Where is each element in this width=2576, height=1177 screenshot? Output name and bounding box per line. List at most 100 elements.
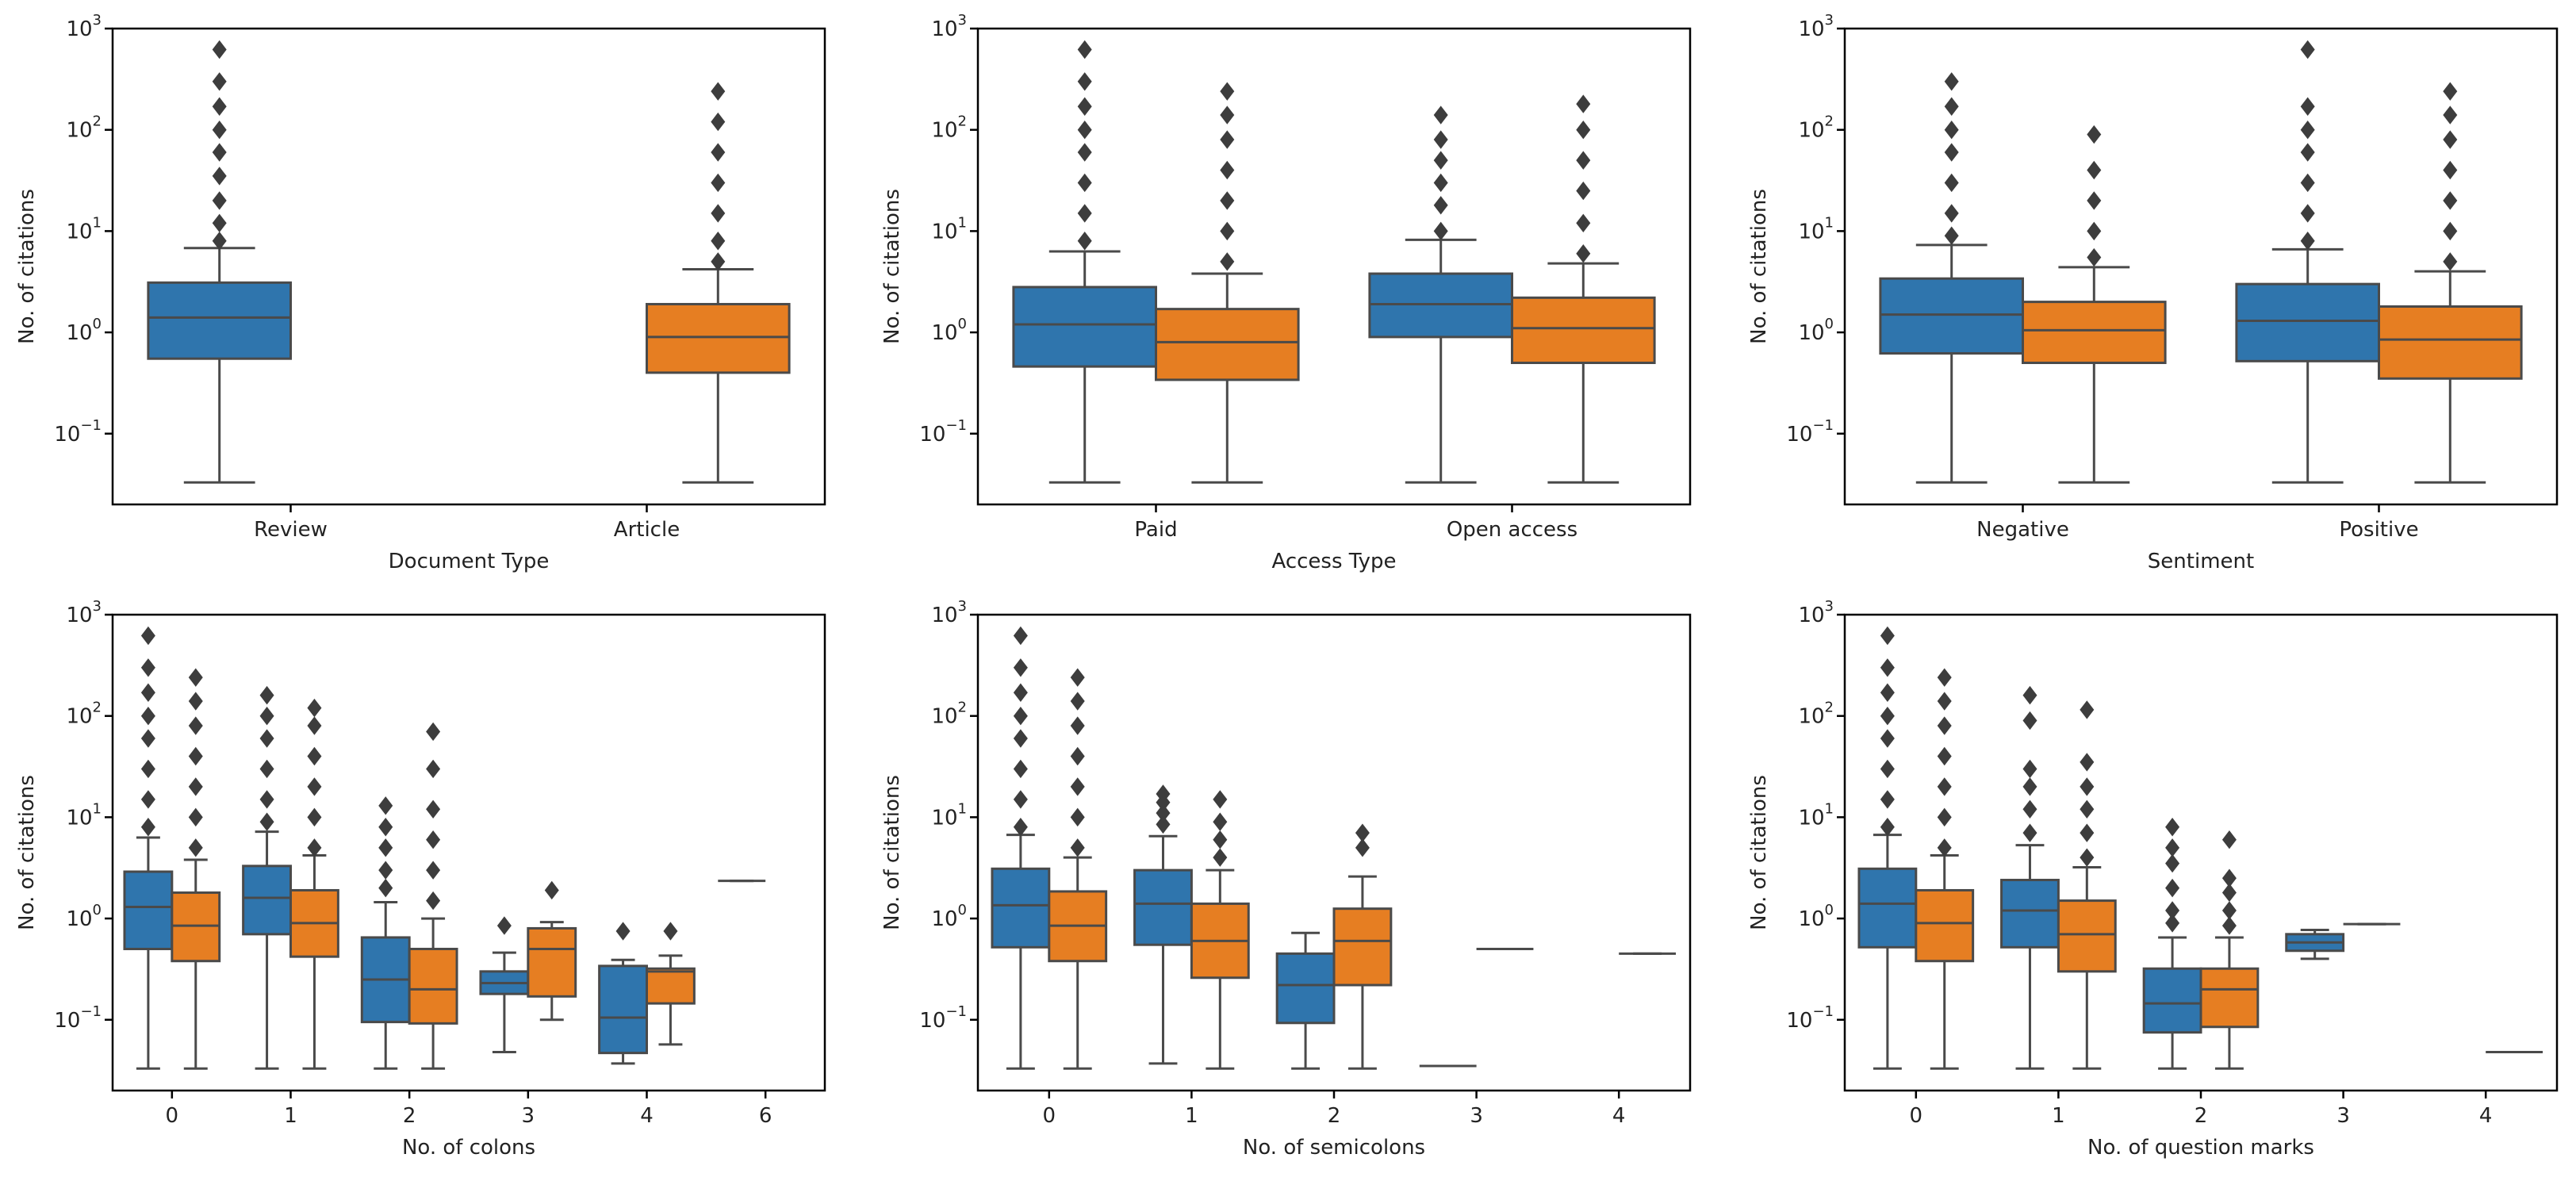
box-body [123, 870, 174, 951]
box-body [1133, 868, 1193, 946]
outlier-marker [615, 922, 631, 941]
outlier-marker [307, 838, 322, 857]
x-axis-label: Document Type [389, 550, 550, 573]
x-tick-label: 4 [2479, 1104, 2493, 1128]
outlier-marker [2300, 97, 2315, 116]
box-3-series-1 [2285, 929, 2345, 960]
box-Negative-series-2 [2022, 125, 2167, 484]
y-tick-label: 103 [66, 12, 102, 41]
box-1-series-1 [1133, 784, 1193, 1065]
outlier-marker [2300, 40, 2315, 59]
outlier-marker [1944, 72, 1959, 91]
outlier-marker [1013, 706, 1028, 726]
x-axis-label: No. of question marks [2087, 1136, 2314, 1160]
outlier-marker [259, 706, 274, 726]
outlier-marker [1880, 818, 1895, 837]
outlier-marker [307, 716, 322, 735]
y-tick-label: 10−1 [919, 417, 967, 447]
x-axis-label: Access Type [1272, 550, 1397, 573]
box-4-series-1 [598, 922, 649, 1065]
outlier-marker [1220, 130, 1235, 149]
outlier-marker [1355, 838, 1370, 857]
x-axis-label: No. of colons [402, 1136, 535, 1160]
axes-frame [111, 613, 826, 1092]
outlier-marker [2087, 191, 2102, 210]
outlier-marker [1937, 716, 1952, 735]
outlier-marker [188, 692, 203, 711]
box-1-series-2 [2057, 700, 2117, 1070]
outlier-marker [2300, 204, 2315, 223]
outlier-marker [212, 191, 227, 210]
y-tick-label: 102 [66, 113, 102, 143]
box-body [991, 867, 1051, 949]
outlier-marker [259, 729, 274, 748]
outlier-marker [663, 922, 678, 941]
y-axis-label: No. of citations [1747, 775, 1771, 930]
outlier-marker [2165, 878, 2180, 898]
outlier-marker [426, 759, 441, 779]
outlier-marker [2087, 221, 2102, 241]
outlier-marker [2165, 901, 2180, 920]
box-2-series-2 [408, 722, 458, 1070]
outlier-marker [1013, 818, 1028, 837]
x-tick-label: Positive [2339, 518, 2418, 542]
x-tick-label: 2 [1328, 1104, 1341, 1128]
outlier-marker [378, 796, 393, 815]
x-axis-label: Sentiment [2148, 550, 2254, 573]
y-tick-label: 10−1 [919, 1003, 967, 1033]
outlier-marker [1077, 40, 1092, 59]
outlier-marker [1944, 97, 1959, 116]
y-tick-label: 102 [66, 700, 102, 729]
outlier-marker [378, 861, 393, 880]
y-tick-label: 103 [931, 12, 967, 41]
outlier-marker [2300, 120, 2315, 140]
outlier-marker [1070, 692, 1085, 711]
outlier-marker [2080, 848, 2095, 867]
outlier-marker [1213, 830, 1228, 849]
x-tick-label: 4 [640, 1104, 654, 1128]
box-body [598, 964, 649, 1055]
outlier-marker [1070, 746, 1085, 766]
outlier-marker [1013, 683, 1028, 702]
outlier-marker [259, 685, 274, 705]
box-0-series-1 [123, 626, 174, 1070]
x-tick-label: 1 [1185, 1104, 1198, 1128]
box-Negative-series-1 [1879, 72, 2024, 484]
box-Paid-series-2 [1155, 82, 1300, 484]
outlier-marker [188, 807, 203, 827]
outlier-marker [212, 97, 227, 116]
outlier-marker [1077, 97, 1092, 116]
x-tick-label: 0 [1043, 1104, 1056, 1128]
outlier-marker [2080, 700, 2095, 719]
outlier-marker [2221, 883, 2237, 903]
outlier-marker [1220, 105, 1235, 125]
outlier-marker [1220, 252, 1235, 271]
outlier-marker [378, 838, 393, 857]
outlier-marker [1220, 221, 1235, 241]
box-2-series-2 [2199, 830, 2260, 1070]
outlier-marker [426, 722, 441, 742]
box-body [2378, 305, 2523, 380]
x-tick-label: 2 [403, 1104, 416, 1128]
outlier-marker [2087, 247, 2102, 267]
outlier-marker [1576, 181, 1591, 201]
outlier-marker [1220, 160, 1235, 180]
outlier-marker [259, 759, 274, 779]
outlier-marker [2022, 777, 2037, 796]
box-Positive-series-1 [2235, 40, 2380, 484]
outlier-marker [1077, 143, 1092, 162]
outlier-marker [1576, 94, 1591, 113]
y-tick-label: 10−1 [54, 417, 102, 447]
box-Article-series-2 [646, 82, 791, 484]
outlier-marker [188, 746, 203, 766]
box-body [646, 302, 791, 374]
box-3-series-2 [527, 880, 577, 1022]
outlier-marker [1880, 626, 1895, 646]
outlier-marker [2300, 173, 2315, 193]
outlier-marker [140, 626, 155, 646]
outlier-marker [2022, 823, 2037, 842]
outlier-marker [1213, 790, 1228, 809]
outlier-marker [307, 777, 322, 796]
chart-panel-6: 103 102 101 100 10−1 0 1 2 3 4 No. of question mar… [1747, 598, 2559, 1160]
outlier-marker [1433, 221, 1448, 241]
